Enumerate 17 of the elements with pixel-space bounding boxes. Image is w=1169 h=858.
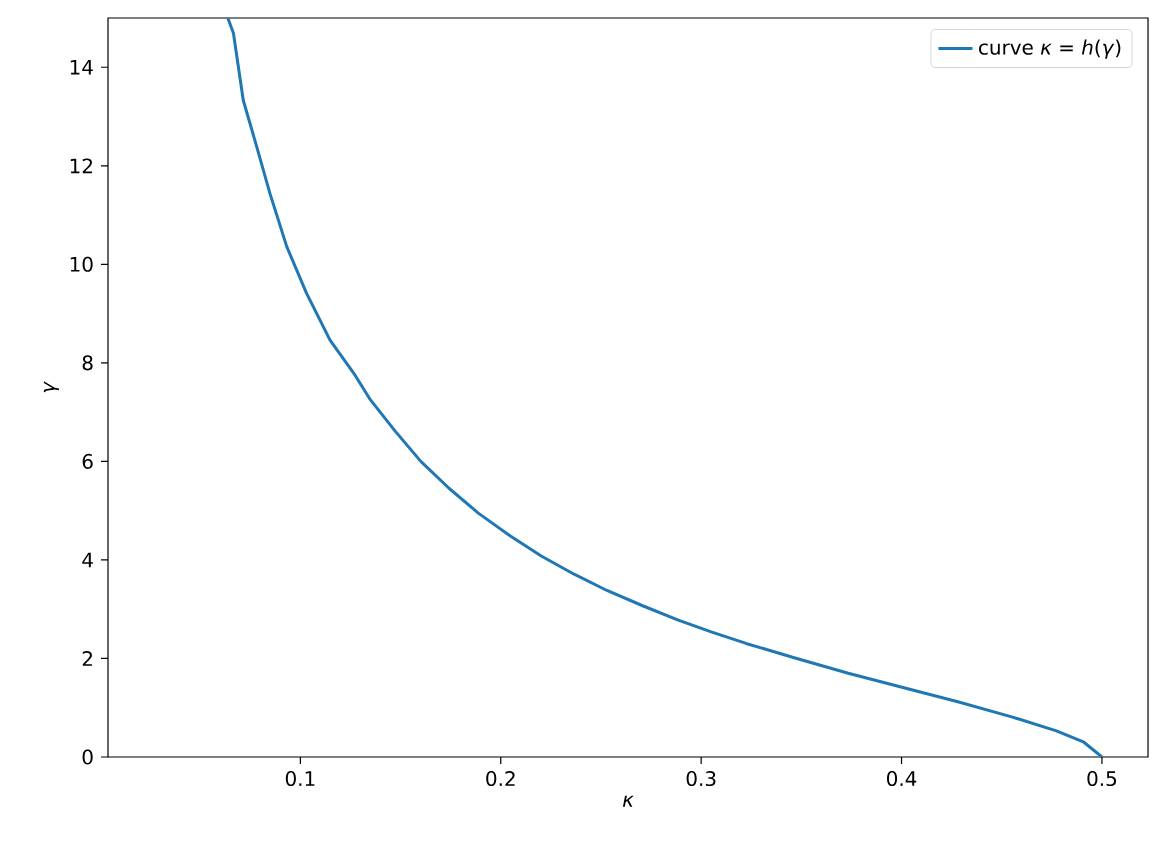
- y-tick-label: 14: [70, 59, 93, 75]
- y-tick-label: 8: [82, 355, 93, 371]
- line-series: [226, 17, 1104, 757]
- y-tick-label: 6: [82, 453, 93, 469]
- y-tick-label: 12: [70, 158, 92, 174]
- y-tick-label: 0: [82, 749, 93, 765]
- y-axis-title: γ: [43, 381, 59, 393]
- x-axis-title: κ: [622, 795, 634, 807]
- legend-label: curve κ = h(γ): [979, 39, 1121, 59]
- y-tick-label: 2: [82, 651, 92, 666]
- x-tick-label: 0.2: [486, 771, 515, 787]
- x-tick-label: 0.3: [686, 771, 716, 787]
- y-tick-label: 10: [70, 256, 93, 272]
- x-tick-label: 0.4: [887, 771, 917, 787]
- x-tick-label: 0.1: [285, 771, 315, 787]
- y-tick-label: 4: [82, 552, 93, 568]
- x-tick-label: 0.5: [1087, 771, 1117, 787]
